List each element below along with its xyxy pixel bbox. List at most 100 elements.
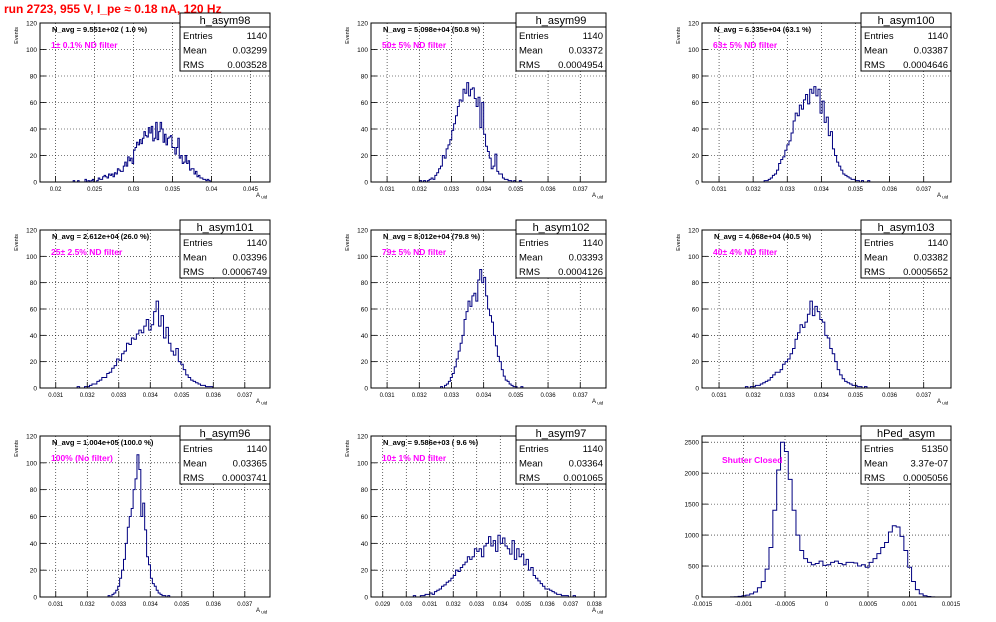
x-tick-label: 0.035 [165, 187, 181, 193]
filter-annotation: 79± 5% ND filter [382, 247, 447, 257]
stats-label-mean: Mean [183, 253, 207, 264]
pad-h_asym102: 0 20 40 60 80 100 120 0.031 0.032 0.033 0.034 0.035… [345, 219, 607, 406]
y-tick-label: 60 [692, 100, 700, 107]
x-tick-label: 0.034 [143, 602, 159, 608]
y-tick-label: 0 [364, 180, 368, 187]
histogram-line [416, 82, 529, 183]
stats-box-frame [515, 219, 607, 279]
stats-box: h_asym103 Entries 1140 Mean 0.03382 RMS 0.0005… [860, 219, 952, 279]
y-tick-label: 60 [361, 100, 369, 107]
filter-annotation: Shutter Closed [722, 455, 782, 465]
y-tick-label: 80 [692, 280, 700, 287]
y-tick-label: 20 [30, 153, 38, 160]
stats-box-frame [179, 425, 271, 485]
stats-label-rms: RMS [519, 60, 540, 71]
stats-label-rms: RMS [183, 60, 204, 71]
y-tick-label: 60 [361, 307, 369, 314]
x-tick-label: 0.037 [916, 187, 932, 193]
y-tick-label: 40 [361, 333, 369, 340]
stats-value-rms: 0.003528 [227, 60, 267, 71]
x-tick-label: 0.02 [50, 187, 62, 193]
filter-annotation: 40± 4% ND filter [713, 247, 778, 257]
y-tick-label: 80 [30, 74, 38, 81]
navg-text: N_avg = 5.098e+04 (50.8 %) [383, 25, 481, 34]
histogram-line [438, 269, 529, 389]
y-tick-label: 100 [357, 254, 368, 261]
x-tick-label: 0.034 [814, 393, 830, 399]
x-tick-label: 0.037 [237, 393, 253, 399]
x-tick-label: 0.032 [446, 602, 462, 608]
y-axis-label: Events [14, 440, 20, 457]
y-tick-label: 60 [692, 307, 700, 314]
x-tick-label: 0.037 [573, 393, 589, 399]
x-tick-label: 0.029 [375, 602, 391, 608]
y-tick-label: 0 [695, 180, 699, 187]
histogram-title: h_asym96 [200, 428, 251, 440]
x-tick-label: 0.034 [476, 187, 492, 193]
x-axis-label: A uid [937, 193, 949, 200]
x-tick-label: 0.031 [380, 393, 396, 399]
y-axis-label: Events [14, 234, 20, 251]
stats-value-mean: 0.03396 [233, 253, 267, 264]
x-tick-label: 0.031 [712, 393, 728, 399]
x-tick-label: 0.033 [780, 187, 796, 193]
stats-label-mean: Mean [519, 46, 543, 57]
x-tick-label: 0.032 [80, 602, 96, 608]
x-axis-label: A uid [256, 399, 268, 406]
histogram-line [74, 300, 223, 389]
x-tick-label: 0.034 [493, 602, 509, 608]
x-tick-label: 0.034 [143, 393, 159, 399]
histogram-line [759, 86, 876, 183]
navg-text: N_avg = 4.068e+04 (40.5 %) [714, 232, 812, 241]
stats-value-mean: 0.03364 [569, 459, 603, 470]
y-tick-label: 120 [26, 21, 37, 28]
stats-label-rms: RMS [864, 473, 885, 484]
y-tick-label: 80 [30, 280, 38, 287]
stats-label-mean: Mean [864, 253, 888, 264]
y-tick-label: 120 [26, 228, 37, 235]
stats-label-rms: RMS [864, 60, 885, 71]
y-tick-label: 20 [361, 359, 369, 366]
y-axis-label: Events [14, 27, 20, 44]
x-tick-label: 0.031 [712, 187, 728, 193]
x-tick-label: 0.0005 [859, 602, 878, 608]
x-tick-label: 0.04 [206, 187, 218, 193]
x-tick-label: -0.0015 [692, 602, 713, 608]
x-tick-label: 0.037 [237, 602, 253, 608]
y-tick-label: 0 [33, 386, 37, 393]
x-tick-label: 0.035 [848, 393, 864, 399]
stats-value-entries: 1140 [247, 238, 267, 249]
stats-box: h_asym97 Entries 1140 Mean 0.03364 RMS 0.00106… [515, 425, 607, 485]
pad-hPed_asym: 0 500 1000 1500 2000 2500 -0.0015 -0.001 -0.0005… [685, 425, 961, 608]
stats-label-mean: Mean [864, 46, 888, 57]
filter-annotation: 1± 0.1% ND filter [51, 40, 118, 50]
y-tick-label: 40 [30, 333, 38, 340]
navg-text: N_avg = 1.004e+05 (100.0 %) [52, 438, 154, 447]
pad-h_asym98: 0 20 40 60 80 100 120 0.02 0.025 0.03 0.035 0.04 0.0… [14, 12, 271, 200]
stats-label-entries: Entries [519, 444, 549, 455]
x-tick-label: 0.036 [206, 393, 222, 399]
y-tick-label: 100 [357, 47, 368, 54]
y-tick-label: 40 [30, 127, 38, 134]
y-tick-label: 60 [30, 514, 38, 521]
stats-box: h_asym101 Entries 1140 Mean 0.03396 RMS 0.0006… [179, 219, 271, 279]
y-axis-label: Events [345, 234, 351, 251]
x-tick-label: 0.035 [508, 187, 524, 193]
stats-box-frame [179, 219, 271, 279]
x-axis-label: A uid [937, 399, 949, 406]
histogram-line [742, 300, 880, 389]
stats-label-entries: Entries [864, 444, 894, 455]
stats-label-entries: Entries [864, 31, 894, 42]
x-tick-label: 0.031 [48, 602, 64, 608]
y-axis-label: Events [676, 234, 682, 251]
pad-h_asym100: 0 20 40 60 80 100 120 0.031 0.032 0.033 0.034 0.035… [676, 12, 952, 200]
histogram-title: h_asym100 [878, 15, 935, 27]
stats-box-frame [860, 425, 952, 485]
y-tick-label: 80 [692, 74, 700, 81]
stats-box-frame [515, 12, 607, 72]
y-tick-label: 120 [688, 228, 699, 235]
x-axis-label: A uid [592, 608, 604, 615]
stats-box-frame [515, 425, 607, 485]
x-tick-label: 0.033 [111, 393, 127, 399]
y-tick-label: 120 [357, 434, 368, 441]
